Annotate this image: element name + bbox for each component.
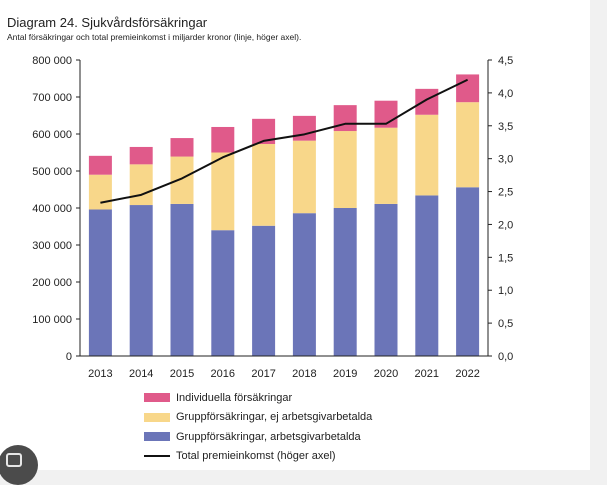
bar-2017-series-0 <box>252 225 276 356</box>
left-tick-label-2: 200 000 <box>32 277 72 289</box>
legend-item-grupp-arbetsgivare: Gruppförsäkringar, arbetsgivarbetalda <box>144 427 372 447</box>
bar-2013-series-2 <box>88 155 112 175</box>
x-tick-label-2013: 2013 <box>88 368 112 380</box>
legend-item-grupp-ej: Gruppförsäkringar, ej arbetsgivarbetalda <box>144 408 372 428</box>
chart-title: Diagram 24. Sjukvårdsförsäkringar <box>7 15 208 30</box>
legend-label-individuella: Individuella försäkringar <box>176 391 293 404</box>
legend-swatch-grupp-arbetsgivare <box>144 432 170 442</box>
bar-2013-series-1 <box>88 174 112 210</box>
x-tick-label-2014: 2014 <box>129 368 153 380</box>
bar-2021-series-1 <box>415 114 439 196</box>
x-tick-label-2019: 2019 <box>333 368 357 380</box>
bar-2022-series-0 <box>456 187 480 356</box>
bar-2017-series-1 <box>252 143 276 226</box>
bar-2016-series-1 <box>211 152 235 231</box>
legend-item-total-premieinkomst: Total premieinkomst (höger axel) <box>144 447 372 467</box>
bar-2020-series-1 <box>374 127 398 204</box>
axes-group <box>76 59 492 357</box>
bar-2021-series-0 <box>415 195 439 356</box>
x-tick-label-2016: 2016 <box>211 368 235 380</box>
legend-line-swatch <box>144 455 170 458</box>
bar-2014-series-1 <box>129 164 153 206</box>
right-tick-label-9: 4,5 <box>498 55 513 67</box>
line-group <box>100 78 469 204</box>
image-search-button[interactable] <box>0 445 38 485</box>
legend-label-grupp-arbetsgivare: Gruppförsäkringar, arbetsgivarbetalda <box>176 430 361 443</box>
legend: Individuella försäkringar Gruppförsäkrin… <box>144 388 372 466</box>
left-tick-label-0: 0 <box>66 351 72 363</box>
chart-subtitle: Antal försäkringar och total premieinkom… <box>7 32 302 42</box>
right-tick-label-7: 3,5 <box>498 121 513 133</box>
x-tick-label-2018: 2018 <box>292 368 316 380</box>
right-tick-label-8: 4,0 <box>498 88 513 100</box>
right-tick-label-5: 2,5 <box>498 187 513 199</box>
chart-panel: Diagram 24. Sjukvårdsförsäkringar Antal … <box>0 0 590 470</box>
left-tick-label-1: 100 000 <box>32 314 72 326</box>
bar-2022-series-2 <box>456 74 480 103</box>
camera-icon <box>6 453 22 467</box>
right-tick-label-2: 1,0 <box>498 285 513 297</box>
legend-swatch-grupp-ej <box>144 412 170 422</box>
bar-2019-series-1 <box>333 131 357 208</box>
bar-2018-series-0 <box>292 213 316 356</box>
left-tick-label-7: 700 000 <box>32 92 72 104</box>
right-tick-label-4: 2,0 <box>498 219 513 231</box>
bar-2014-series-0 <box>129 205 153 356</box>
left-tick-label-4: 400 000 <box>32 203 72 215</box>
legend-label-total-premieinkomst: Total premieinkomst (höger axel) <box>176 450 336 463</box>
bar-2020-series-0 <box>374 203 398 356</box>
left-tick-label-8: 800 000 <box>32 55 72 67</box>
bar-2015-series-1 <box>170 156 194 204</box>
right-tick-label-0: 0,0 <box>498 351 513 363</box>
right-tick-label-6: 3,0 <box>498 154 513 166</box>
left-tick-label-3: 300 000 <box>32 240 72 252</box>
bar-2022-series-1 <box>456 102 480 188</box>
legend-label-grupp-ej: Gruppförsäkringar, ej arbetsgivarbetalda <box>176 411 373 424</box>
bar-2015-series-0 <box>170 203 194 356</box>
bar-2016-series-2 <box>211 126 235 153</box>
left-tick-label-6: 600 000 <box>32 129 72 141</box>
bar-2017-series-2 <box>252 118 276 144</box>
x-tick-label-2022: 2022 <box>455 368 479 380</box>
legend-item-individuella: Individuella försäkringar <box>144 388 372 408</box>
bar-2016-series-0 <box>211 230 235 356</box>
x-tick-label-2021: 2021 <box>415 368 439 380</box>
total-premieinkomst-line <box>100 78 469 204</box>
chart-svg: 0 100 000 200 000 300 000 400 000 500 000 600 … <box>32 55 513 380</box>
bar-2019-series-0 <box>333 208 357 356</box>
right-tick-label-1: 0,5 <box>498 318 513 330</box>
bar-2014-series-2 <box>129 146 153 165</box>
left-tick-label-5: 500 000 <box>32 166 72 178</box>
bar-2015-series-2 <box>170 138 194 157</box>
bar-2013-series-0 <box>88 209 112 356</box>
x-tick-label-2017: 2017 <box>251 368 275 380</box>
x-tick-label-2015: 2015 <box>170 368 194 380</box>
bar-2018-series-1 <box>292 140 316 214</box>
bar-2021-series-2 <box>415 88 439 115</box>
bar-2019-series-2 <box>333 105 357 132</box>
labels-group: 0 100 000 200 000 300 000 400 000 500 000 600 … <box>32 55 513 380</box>
bars-group <box>88 74 480 356</box>
x-tick-label-2020: 2020 <box>374 368 398 380</box>
bar-2018-series-2 <box>292 115 316 141</box>
legend-swatch-individuella <box>144 393 170 403</box>
right-tick-label-3: 1,5 <box>498 252 513 264</box>
